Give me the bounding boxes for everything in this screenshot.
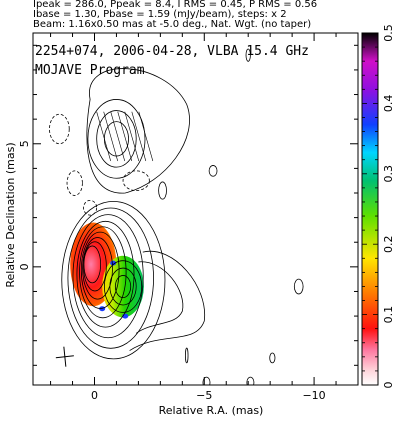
jet-tail-contour xyxy=(129,250,205,351)
negative-contour xyxy=(83,199,98,216)
core-contour xyxy=(72,214,144,339)
jet-knot-hatch xyxy=(110,111,126,162)
colorbar-tick-label: 0.1 xyxy=(382,306,395,324)
jet-tail-contour xyxy=(135,261,184,334)
negative-contour xyxy=(49,113,70,145)
header-line-1: Ipeak = 286.0, Ppeak = 8.4, I RMS = 0.45… xyxy=(33,0,318,10)
colorbar xyxy=(361,32,379,386)
core-contour xyxy=(67,207,154,349)
core-contour xyxy=(83,245,102,284)
jet-knot-hatch xyxy=(117,111,133,162)
header-line-2: Ibase = 1.30, Pbase = 1.59 (mJy/beam), s… xyxy=(33,9,287,20)
y-tick-label: 0 xyxy=(18,263,31,270)
core-contour xyxy=(83,241,107,292)
component-contour xyxy=(109,267,137,306)
component-contour xyxy=(103,260,143,313)
x-tick-label: −10 xyxy=(302,389,325,402)
stray-contour xyxy=(269,352,276,364)
jet-knot-hatch xyxy=(96,111,111,162)
core-contour xyxy=(82,237,113,300)
stray-contour xyxy=(246,376,255,385)
x-tick-label: 0 xyxy=(91,389,98,402)
jet-envelope-contour xyxy=(86,68,190,194)
stray-contour xyxy=(184,347,189,364)
stray-contour xyxy=(293,278,304,295)
jet-knot-hatch xyxy=(103,111,118,162)
axis-ticks: 0 −5 −10 0 5 xyxy=(18,33,359,402)
x-tick-label: −5 xyxy=(196,389,212,402)
jet-knot-hatch xyxy=(138,111,154,162)
y-tick-label: 5 xyxy=(18,140,31,147)
chart-title: 2254+074, 2006-04-28, VLBA 15.4 GHz xyxy=(35,44,309,59)
colorbar-tick-label: 0.2 xyxy=(382,235,395,253)
header-line-3: Beam: 1.16x0.50 mas at -5.0 deg., Nat. W… xyxy=(33,19,312,30)
jet-knot-hatch xyxy=(131,111,147,162)
jet-knot-hatch xyxy=(124,111,140,162)
stray-contour xyxy=(202,376,211,385)
colorbar-tick-label: 0.4 xyxy=(382,95,395,113)
core-contour xyxy=(80,231,120,309)
chart-subtitle: MOJAVE Program xyxy=(35,63,145,78)
core-contour xyxy=(76,220,135,328)
component-contour xyxy=(114,275,132,299)
negative-contour xyxy=(122,170,150,191)
colorbar-ticks: 0 0.1 0.2 0.3 0.4 0.5 xyxy=(362,24,395,389)
colorbar-tick-label: 0.5 xyxy=(382,24,395,42)
beam-marker xyxy=(63,346,67,367)
colorbar-tick-label: 0 xyxy=(382,382,395,389)
jet-knot-contour xyxy=(87,99,146,179)
colorbar-tick-label: 0.3 xyxy=(382,165,395,183)
core-contour xyxy=(79,226,127,319)
stray-contour xyxy=(158,181,167,200)
plot-frame xyxy=(32,32,359,386)
blue-highlight-0 xyxy=(110,260,117,266)
contour-layer xyxy=(49,48,304,385)
x-axis-label: Relative R.A. (mas) xyxy=(159,404,264,417)
core-contour xyxy=(61,200,166,360)
jet-knot-contour xyxy=(96,110,137,168)
stray-contour xyxy=(208,165,218,177)
y-axis-label: Relative Declination (mas) xyxy=(4,142,17,287)
stray-contour xyxy=(245,48,251,62)
negative-contour xyxy=(66,170,83,196)
component-intensity xyxy=(102,255,144,318)
